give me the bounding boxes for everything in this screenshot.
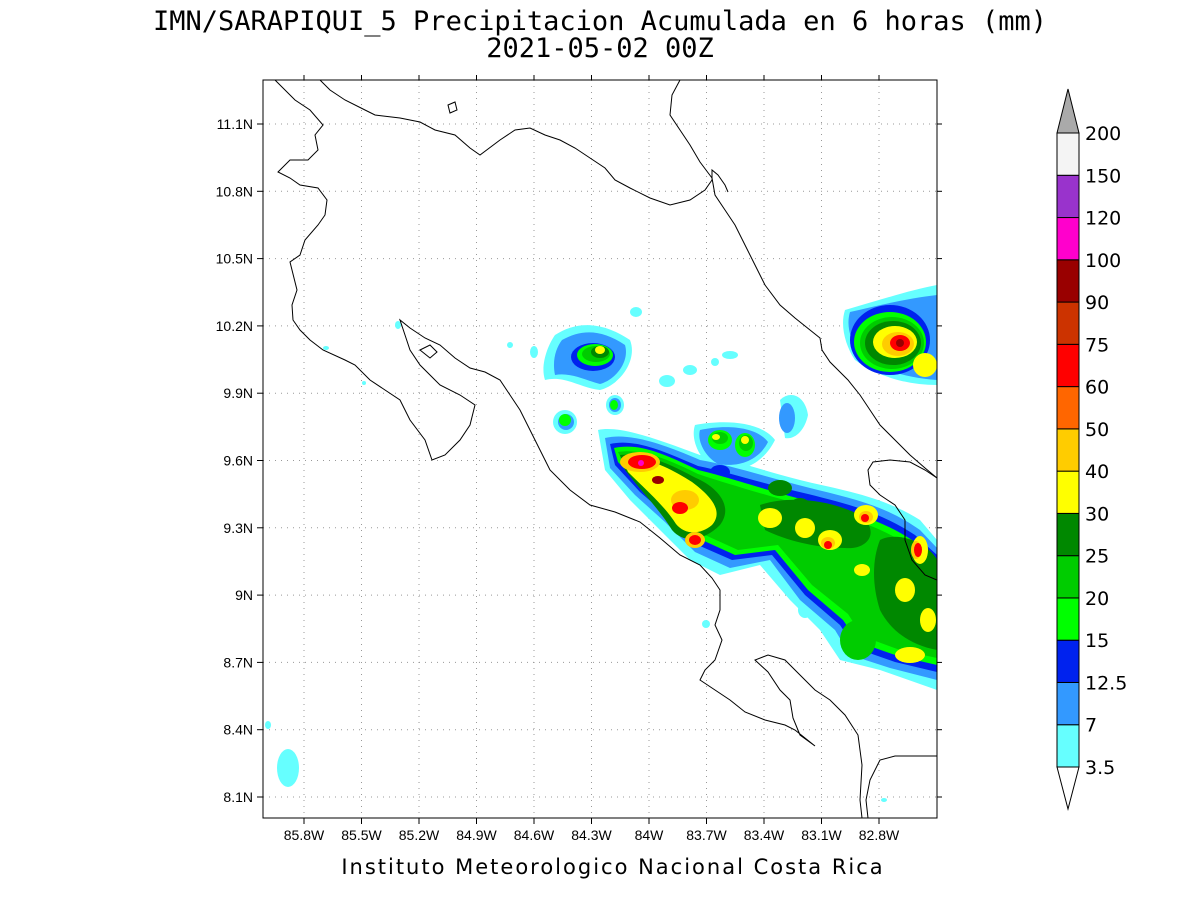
colorbar-label: 120 bbox=[1085, 208, 1121, 230]
lat-tick-label: 9.9N bbox=[223, 385, 253, 401]
footer-credit: Instituto Meteorologico Nacional Costa R… bbox=[341, 855, 885, 879]
lon-tick-label: 85.2W bbox=[399, 827, 440, 843]
map-subtitle: 2021-05-02 00Z bbox=[486, 33, 714, 64]
colorbar-label: 150 bbox=[1085, 165, 1121, 187]
colorbar-over-arrow bbox=[1056, 88, 1080, 134]
colorbar-label: 75 bbox=[1085, 334, 1109, 356]
precipitation-field bbox=[265, 285, 937, 802]
lat-tick-label: 8.4N bbox=[223, 722, 253, 738]
lat-tick-label: 9.3N bbox=[223, 520, 253, 536]
colorbar-label: 200 bbox=[1085, 123, 1121, 145]
lon-tick-label: 83.7W bbox=[686, 827, 727, 843]
colorbar-segment bbox=[1056, 681, 1080, 726]
lat-tick-label: 10.8N bbox=[216, 183, 253, 199]
colorbar-label: 25 bbox=[1085, 546, 1109, 568]
lon-tick-label: 83.4W bbox=[744, 827, 785, 843]
lon-tick-label: 85.8W bbox=[284, 827, 325, 843]
colorbar-segment bbox=[1056, 428, 1080, 472]
lat-tick-label: 10.2N bbox=[216, 318, 253, 334]
lat-tick-label: 8.7N bbox=[223, 654, 253, 670]
map-frame bbox=[262, 79, 938, 819]
coastline bbox=[274, 80, 937, 818]
colorbar-segment bbox=[1056, 259, 1080, 303]
colorbar: 3.5 7 12.5 15 20 25 30 40 50 60 75 90 100 120 150 200 bbox=[1056, 88, 1127, 811]
lon-tick-label: 83.1W bbox=[801, 827, 842, 843]
lat-tick-label: 10.5N bbox=[216, 251, 253, 267]
colorbar-segment bbox=[1056, 132, 1080, 176]
colorbar-segment bbox=[1056, 724, 1080, 768]
colorbar-under-arrow bbox=[1056, 766, 1080, 811]
lat-tick-label: 9.6N bbox=[223, 453, 253, 469]
colorbar-label: 30 bbox=[1085, 503, 1109, 525]
colorbar-label: 40 bbox=[1085, 461, 1109, 483]
lon-tick-label: 85.5W bbox=[341, 827, 382, 843]
lon-tick-label: 84.6W bbox=[514, 827, 555, 843]
colorbar-segment bbox=[1056, 174, 1080, 219]
lon-tick-label: 84W bbox=[635, 827, 665, 843]
colorbar-segment bbox=[1056, 639, 1080, 683]
colorbar-segment bbox=[1056, 555, 1080, 599]
colorbar-segment bbox=[1056, 217, 1080, 261]
map-grid bbox=[263, 80, 937, 818]
lat-tick-label: 8.1N bbox=[223, 789, 253, 805]
colorbar-label: 100 bbox=[1085, 250, 1121, 272]
colorbar-segment bbox=[1056, 470, 1080, 514]
colorbar-label: 12.5 bbox=[1085, 672, 1127, 694]
map-title: IMN/SARAPIQUI_5 Precipitacion Acumulada … bbox=[152, 6, 1048, 37]
lon-tick-label: 82.8W bbox=[859, 827, 900, 843]
colorbar-label: 15 bbox=[1085, 630, 1109, 652]
colorbar-label: 20 bbox=[1085, 588, 1109, 610]
colorbar-segment bbox=[1056, 386, 1080, 430]
colorbar-segment bbox=[1056, 597, 1080, 641]
colorbar-label: 60 bbox=[1085, 377, 1109, 399]
colorbar-label: 50 bbox=[1085, 419, 1109, 441]
colorbar-segment bbox=[1056, 512, 1080, 557]
lon-tick-label: 84.9W bbox=[456, 827, 497, 843]
lat-tick-label: 11.1N bbox=[217, 116, 253, 132]
colorbar-segment bbox=[1056, 343, 1080, 388]
colorbar-segment bbox=[1056, 301, 1080, 345]
lat-tick-label: 9N bbox=[235, 587, 253, 603]
colorbar-label: 90 bbox=[1085, 292, 1109, 314]
lon-tick-label: 84.3W bbox=[571, 827, 612, 843]
colorbar-label: 3.5 bbox=[1085, 757, 1115, 779]
axis-ticks: 85.8W 85.5W 85.2W 84.9W 84.6W 84.3W 84W 83.7W 83… bbox=[216, 75, 942, 843]
colorbar-label: 7 bbox=[1085, 715, 1097, 737]
